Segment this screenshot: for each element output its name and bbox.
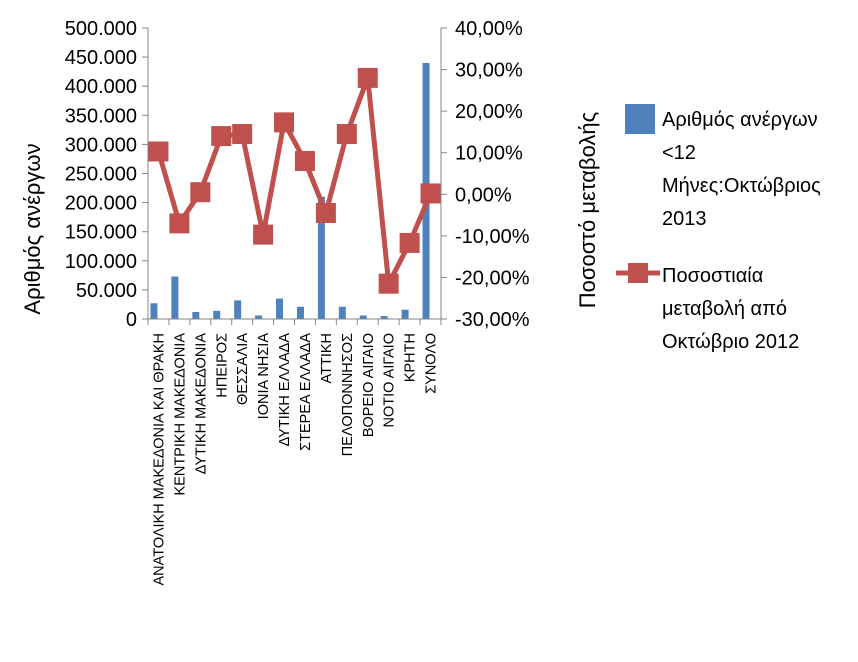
right-tick-label: -30,00% xyxy=(455,309,530,331)
category-label: ΣΤΕΡΕΑ ΕΛΛΑΔΑ xyxy=(298,333,314,451)
legend-label-line: Οκτώβριο 2012 xyxy=(662,331,799,353)
legend-label-line: μεταβολή από xyxy=(662,298,787,320)
line-series xyxy=(148,67,441,294)
line-marker xyxy=(190,182,211,203)
bar xyxy=(150,303,158,319)
legend-swatch-bars xyxy=(625,104,655,134)
bar xyxy=(401,309,409,319)
bar xyxy=(213,310,221,319)
left-tick-label: 50.000 xyxy=(76,280,137,302)
category-label: ΒΟΡΕΙΟ ΑΙΓΑΙΟ xyxy=(361,333,377,437)
line-marker xyxy=(420,183,441,204)
category-label: ΔΥΤΙΚΗ ΜΑΚΕΔΟΝΙΑ xyxy=(193,333,209,475)
legend-label-line: Ποσοστιαία xyxy=(662,265,763,287)
legend-label-bars: Αριθμός ανέργων xyxy=(662,109,818,131)
legend-label-bars: 2013 xyxy=(662,208,707,230)
bar xyxy=(338,306,346,319)
legend-label-bars: <12 xyxy=(662,142,696,164)
right-y-axis: -30,00% -20,00% -10,00% 0,00% 10,00% 20,00% 30… xyxy=(440,18,530,331)
bar xyxy=(192,312,200,319)
category-labels: ΑΝΑΤΟΛΙΚΗ ΜΑΚΕΔΟΝΙΑ ΚΑΙ ΘΡΑΚΗ ΚΕΝΤΡΙΚΗ ΜΑ… xyxy=(151,333,439,586)
bar xyxy=(255,315,263,319)
left-tick-label: 100.000 xyxy=(65,251,137,273)
category-label: ΣΥΝΟΛΟ xyxy=(424,333,440,394)
line-marker xyxy=(336,124,357,145)
category-label: ΑΤΤΙΚΗ xyxy=(319,333,335,383)
bar xyxy=(234,300,242,319)
category-label: ΚΕΝΤΡΙΚΗ ΜΑΚΕΔΟΝΙΑ xyxy=(172,333,188,496)
right-tick-label: 20,00% xyxy=(455,101,523,123)
bar xyxy=(317,196,325,319)
right-tick-label: 30,00% xyxy=(455,60,523,82)
right-tick-label: 40,00% xyxy=(455,18,523,40)
legend-label-bars: Μήνες:Οκτώβριος xyxy=(662,175,821,197)
left-tick-label: 400.000 xyxy=(65,76,137,98)
line-path xyxy=(156,75,433,287)
bar xyxy=(380,316,388,319)
left-tick-label: 0 xyxy=(126,309,137,331)
legend-swatch-marker xyxy=(628,263,648,283)
category-label: ΚΡΗΤΗ xyxy=(403,333,419,382)
line-marker xyxy=(253,224,274,245)
category-label: ΠΕΛΟΠΟΝΝΗΣΟΣ xyxy=(340,333,356,456)
line-marker xyxy=(378,273,399,294)
right-axis-title: Ποσοστό μεταβολής xyxy=(575,112,600,308)
right-tick-label: 10,00% xyxy=(455,143,523,165)
right-tick-label: -10,00% xyxy=(455,226,530,248)
category-label: ΝΟΤΙΟ ΑΙΓΑΙΟ xyxy=(382,333,398,427)
left-tick-label: 200.000 xyxy=(65,193,137,215)
category-label: ΙΟΝΙΑ ΝΗΣΙΑ xyxy=(256,333,272,420)
right-tick-label: -20,00% xyxy=(455,267,530,289)
left-tick-label: 250.000 xyxy=(65,164,137,186)
right-tick-label: 0,00% xyxy=(455,184,512,206)
bar xyxy=(171,276,179,319)
left-tick-label: 450.000 xyxy=(65,47,137,69)
bar xyxy=(359,315,367,319)
left-tick-label: 300.000 xyxy=(65,134,137,156)
line-marker xyxy=(399,232,420,253)
left-y-axis: 0 50.000 100.000 150.000 200.000 250.000 300.0… xyxy=(65,18,149,331)
line-marker xyxy=(232,124,253,145)
line-marker xyxy=(169,213,190,234)
line-marker xyxy=(315,202,336,223)
category-label: ΘΕΣΣΑΛΙΑ xyxy=(235,333,251,405)
left-tick-label: 150.000 xyxy=(65,222,137,244)
category-label: ΗΠΕΙΡΟΣ xyxy=(214,333,230,398)
line-marker xyxy=(274,112,295,133)
category-label: ΔΥΤΙΚΗ ΕΛΛΑΔΑ xyxy=(277,333,293,447)
bar xyxy=(296,306,304,319)
left-tick-label: 350.000 xyxy=(65,105,137,127)
left-axis-title: Αριθμός ανέργων xyxy=(20,143,45,314)
left-tick-label: 500.000 xyxy=(65,18,137,40)
line-marker xyxy=(148,141,169,162)
line-marker xyxy=(211,126,232,147)
line-marker xyxy=(294,151,315,172)
legend: Αριθμός ανέργων <12 Μήνες:Οκτώβριος 2013 Ποσ… xyxy=(616,104,821,353)
category-label: ΑΝΑΤΟΛΙΚΗ ΜΑΚΕΔΟΝΙΑ ΚΑΙ ΘΡΑΚΗ xyxy=(151,333,167,585)
bar xyxy=(276,298,284,319)
line-marker xyxy=(357,67,378,88)
